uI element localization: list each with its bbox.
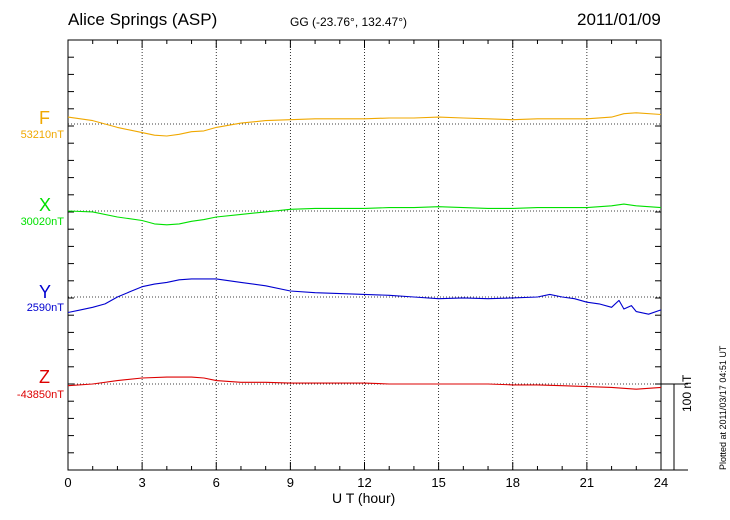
component-label-x: X: [39, 195, 52, 215]
series-line-z: [67, 376, 662, 390]
x-tick-label: 24: [654, 475, 668, 490]
component-label-z: Z: [39, 367, 50, 387]
series: [67, 112, 662, 390]
baseline-value-f: 53210nT: [20, 129, 64, 141]
x-tick-label: 6: [213, 475, 220, 490]
x-tick-label: 15: [431, 475, 445, 490]
x-tick-label: 0: [64, 475, 71, 490]
station-title: Alice Springs (ASP): [68, 10, 218, 29]
chart-date: 2011/01/09: [577, 10, 661, 29]
baseline-value-z: -43850nT: [16, 389, 64, 401]
series-line-x: [67, 203, 662, 226]
component-label-y: Y: [39, 282, 52, 302]
plot-frame: [67, 39, 662, 471]
component-label-f: F: [39, 108, 50, 128]
x-tick-label: 18: [506, 475, 520, 490]
series-line-f: [67, 112, 662, 137]
station-coordinates: GG (-23.76°, 132.47°): [290, 15, 407, 29]
x-tick-label: 12: [357, 475, 371, 490]
x-tick-label: 9: [287, 475, 294, 490]
x-tick-label: 21: [580, 475, 594, 490]
series-line-y: [67, 278, 662, 315]
x-tick-label: 3: [139, 475, 146, 490]
axes: 0 3 6 9 12 15 18 21 24: [64, 39, 668, 490]
baseline-value-x: 30020nT: [20, 216, 64, 228]
scale-bar: [661, 383, 688, 471]
x-axis-label: U T (hour): [332, 490, 396, 506]
baseline-value-y: 2590nT: [26, 302, 64, 314]
grid: [68, 40, 661, 470]
